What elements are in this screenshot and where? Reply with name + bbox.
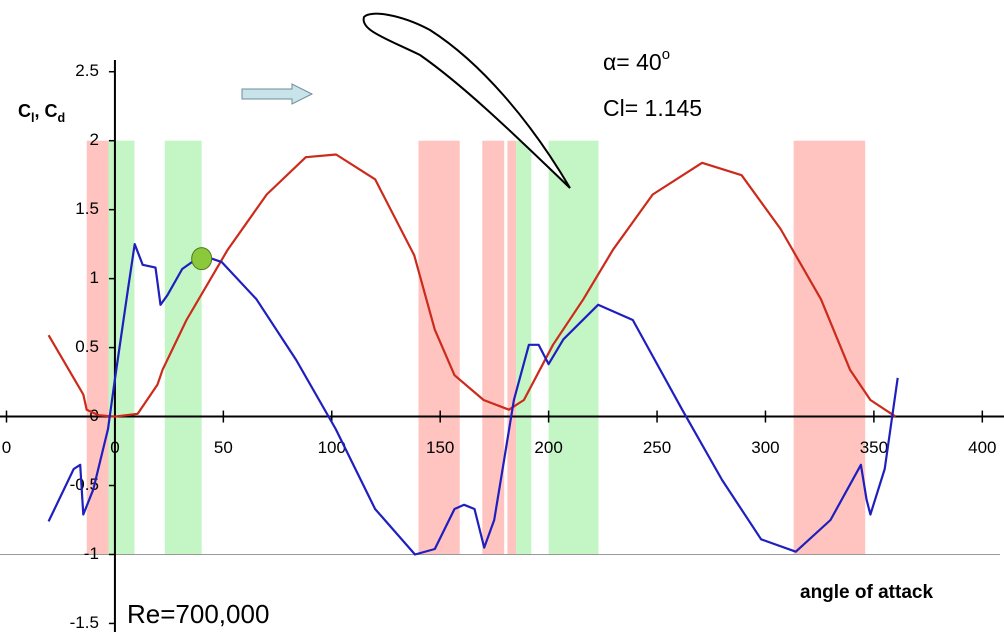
text-part: Cl= 1.145 (603, 95, 702, 121)
y-tick-label: 0 (89, 406, 98, 425)
x-tick-label: 0 (2, 438, 11, 457)
x-tick-label: 350 (860, 438, 888, 457)
series-line (47, 243, 899, 556)
y-tick-label: 1.5 (75, 199, 99, 218)
x-tick-label: 200 (534, 438, 562, 457)
text-part: C (18, 101, 31, 121)
text-part: o (662, 46, 670, 63)
x-tick-label: 300 (751, 438, 779, 457)
x-tick-label: 400 (968, 438, 996, 457)
y-tick-label: 0.5 (75, 337, 99, 356)
region (516, 140, 532, 555)
angle-annotation: α= 40o (603, 46, 670, 75)
y-tick-label: 2.5 (75, 61, 99, 80)
y-tick-label: 1 (89, 268, 98, 287)
text-part: , C (35, 101, 58, 121)
y-axis-label: Cl, Cd (18, 101, 65, 126)
region (507, 140, 517, 555)
reynolds-annotation: Re=700,000 (127, 599, 269, 629)
plot-layer: 0 0 50 100 150 200 250 300 350 400-1.5-1-0.500.51… (2, 61, 997, 632)
region (793, 140, 866, 555)
airfoil (362, 12, 571, 189)
cl-annotation: Cl= 1.145 (603, 95, 702, 121)
region (548, 140, 599, 555)
x-tick-label: 250 (643, 438, 671, 457)
text-part: Re=700,000 (127, 599, 269, 629)
x-tick-label: 150 (426, 438, 454, 457)
text-part: d (58, 111, 66, 125)
region (418, 140, 460, 555)
y-tick-label: 2 (89, 130, 98, 149)
x-tick-label: 0 (110, 438, 119, 457)
background-layer (0, 60, 1004, 632)
x-tick-label: 100 (318, 438, 346, 457)
flow-arrow (241, 83, 314, 105)
highlight-point (191, 247, 213, 271)
series-line (47, 153, 897, 418)
y-tick-label: -0.5 (70, 475, 99, 494)
x-tick-label: 50 (214, 438, 233, 457)
x-axis-label: angle of attack (800, 582, 933, 603)
text-part: l (31, 111, 35, 125)
text-part: α= 40 (603, 49, 662, 75)
region (482, 140, 505, 555)
y-tick-label: -1.5 (70, 613, 99, 632)
region (164, 140, 202, 555)
y-tick-label: -1 (84, 544, 99, 563)
